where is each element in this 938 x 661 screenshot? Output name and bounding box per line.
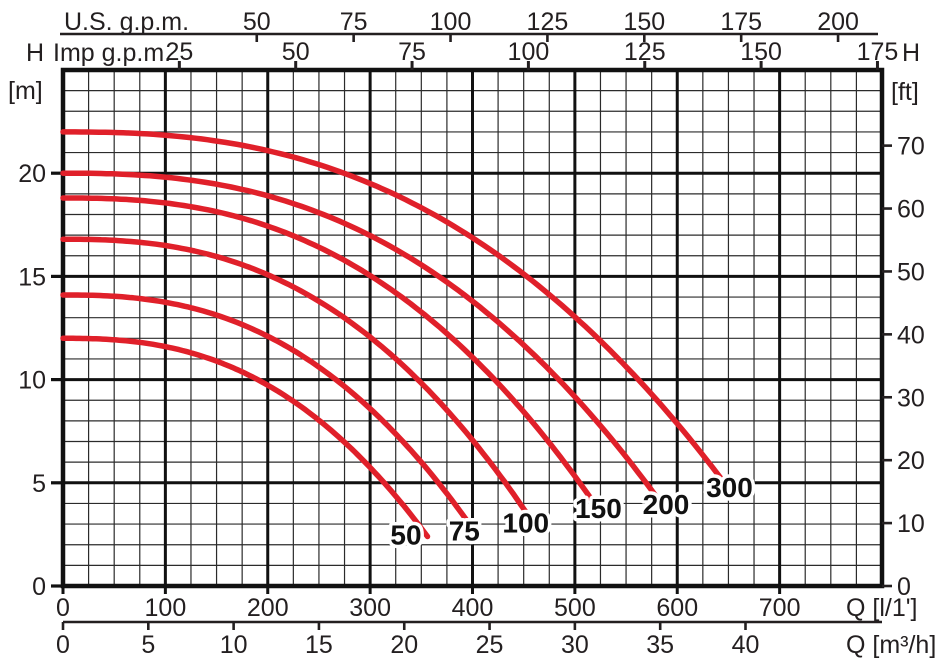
m3h-tick-label: 15 (305, 631, 333, 659)
pump-curve-150 (60, 195, 598, 507)
pump-curve-100 (60, 236, 533, 521)
curve-label-50: 50 (390, 520, 421, 551)
metres-unit-label: [m] (8, 77, 43, 105)
m3h-tick-label: 40 (732, 631, 760, 659)
imp-gpm-tick-label: 75 (398, 38, 426, 66)
m3h-tick-label: 30 (561, 631, 589, 659)
us-gpm-tick-label: 175 (720, 8, 762, 36)
us-gpm-tick-label: 50 (243, 8, 271, 36)
grid-major (63, 70, 882, 586)
lmin-tick-label: 400 (452, 594, 494, 622)
feet-tick-label: 30 (897, 384, 925, 412)
us-gpm-tick-label: 125 (527, 8, 569, 36)
metres-tick-label: 10 (18, 367, 46, 395)
us-gpm-tick-label: 100 (430, 8, 472, 36)
axis-titles: U.S. g.p.m. H Imp g.p.m. [m] H [ft] Q [l… (8, 8, 936, 659)
curve-label-150: 150 (575, 493, 622, 524)
imp-gpm-tick-label: 100 (508, 38, 550, 66)
curve-label-200: 200 (643, 489, 690, 520)
imp-gpm-axis-title: Imp g.p.m. (53, 39, 171, 67)
lmin-tick-label: 200 (247, 594, 289, 622)
us-gpm-tick-label: 75 (340, 8, 368, 36)
pump-curve-300 (60, 129, 728, 486)
feet-unit-label: [ft] (891, 78, 919, 106)
head-symbol-left: H (26, 39, 44, 67)
m3h-tick-label: 10 (220, 631, 248, 659)
m3h-tick-label: 20 (390, 631, 418, 659)
m3h-tick-label: 0 (56, 631, 70, 659)
feet-tick-label: 0 (897, 573, 911, 601)
curve-label-300: 300 (706, 472, 753, 503)
m3h-tick-label: 35 (646, 631, 674, 659)
us-gpm-tick-label: 200 (817, 8, 859, 36)
metres-tick-label: 5 (32, 470, 46, 498)
imp-gpm-tick-label: 125 (624, 38, 666, 66)
feet-tick-label: 70 (897, 133, 925, 161)
lmin-tick-label: 500 (554, 594, 596, 622)
pump-curve-75 (60, 292, 473, 527)
us-gpm-axis-title: U.S. g.p.m. (64, 8, 189, 36)
imp-gpm-tick-label: 175 (857, 38, 899, 66)
curve-label-75: 75 (449, 516, 480, 547)
pump-curve-50 (60, 335, 431, 540)
us-gpm-tick-label: 150 (623, 8, 665, 36)
imp-gpm-tick-label: 25 (165, 38, 193, 66)
metres-tick-label: 20 (18, 160, 46, 188)
flow-axis-title-m3h: Q [m³/h] (846, 631, 936, 659)
flow-axis-title-lmin: Q [l/1'] (846, 594, 917, 622)
curve-labels: 50 75 100 150 200 300 (387, 469, 756, 554)
feet-tick-label: 50 (897, 258, 925, 286)
lmin-tick-label: 700 (759, 594, 801, 622)
feet-tick-label: 40 (897, 321, 925, 349)
lmin-tick-label: 0 (56, 594, 70, 622)
m3h-tick-label: 5 (141, 631, 155, 659)
lmin-tick-label: 300 (349, 594, 391, 622)
lmin-tick-label: 100 (145, 594, 187, 622)
metres-tick-label: 0 (32, 573, 46, 601)
lmin-tick-label: 600 (656, 594, 698, 622)
metres-tick-label: 15 (18, 263, 46, 291)
feet-tick-label: 20 (897, 447, 925, 475)
m3h-tick-label: 25 (476, 631, 504, 659)
pump-curves (60, 129, 728, 540)
head-symbol-right: H (902, 39, 920, 67)
feet-tick-label: 10 (897, 510, 925, 538)
curve-label-100: 100 (502, 507, 549, 538)
imp-gpm-tick-label: 150 (740, 38, 782, 66)
imp-gpm-tick-label: 50 (282, 38, 310, 66)
feet-tick-label: 60 (897, 196, 925, 224)
pump-curve-200 (60, 170, 663, 505)
